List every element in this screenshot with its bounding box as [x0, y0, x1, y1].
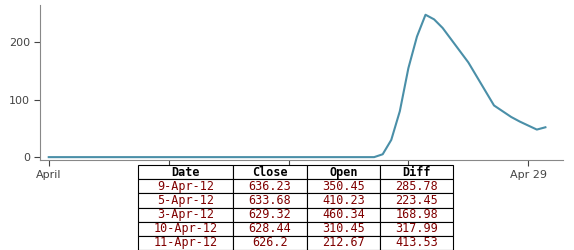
Text: 413.53: 413.53: [395, 236, 438, 250]
Text: 317.99: 317.99: [395, 222, 438, 235]
Text: Close: Close: [253, 166, 288, 178]
Text: 9-Apr-12: 9-Apr-12: [157, 180, 214, 193]
Text: 350.45: 350.45: [322, 180, 365, 193]
Text: 11-Apr-12: 11-Apr-12: [153, 236, 218, 250]
Text: 285.78: 285.78: [395, 180, 438, 193]
Text: 626.2: 626.2: [253, 236, 288, 250]
Text: 3-Apr-12: 3-Apr-12: [157, 208, 214, 221]
Text: 223.45: 223.45: [395, 194, 438, 207]
Text: 460.34: 460.34: [322, 208, 365, 221]
Text: 629.32: 629.32: [249, 208, 292, 221]
Text: 10-Apr-12: 10-Apr-12: [153, 222, 218, 235]
Text: 633.68: 633.68: [249, 194, 292, 207]
Text: 5-Apr-12: 5-Apr-12: [157, 194, 214, 207]
Text: 410.23: 410.23: [322, 194, 365, 207]
Text: 212.67: 212.67: [322, 236, 365, 250]
Text: 628.44: 628.44: [249, 222, 292, 235]
Text: Open: Open: [329, 166, 358, 178]
Text: 310.45: 310.45: [322, 222, 365, 235]
Text: Diff: Diff: [402, 166, 431, 178]
Text: Date: Date: [172, 166, 200, 178]
Text: 636.23: 636.23: [249, 180, 292, 193]
Text: 168.98: 168.98: [395, 208, 438, 221]
